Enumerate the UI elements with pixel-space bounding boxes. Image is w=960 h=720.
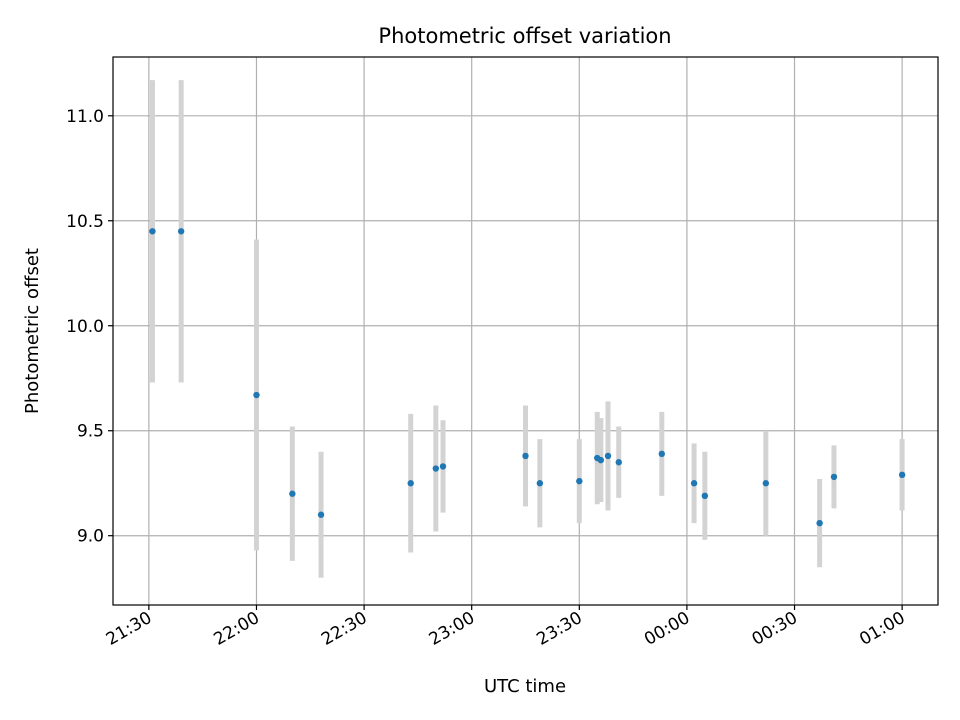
data-point [439,463,447,470]
data-point [762,480,770,487]
data-point [576,477,583,485]
data-point [253,391,260,399]
data-point [701,492,709,500]
y-tick-label: 10.0 [66,317,104,337]
x-axis-label: UTC time [484,676,566,697]
data-points [149,228,906,527]
data-point [536,480,544,487]
data-point [432,465,440,472]
data-point [289,490,296,497]
y-axis-label: Photometric offset [22,248,43,414]
data-point [597,456,605,464]
data-point [690,480,698,487]
y-tick-label: 9.0 [77,527,104,547]
data-point [816,519,823,527]
y-tick-label: 10.5 [66,212,104,232]
data-point [658,450,666,458]
data-point [522,452,529,460]
data-point [898,471,906,479]
data-point [317,511,325,518]
data-point [407,480,414,487]
chart-title: Photometric offset variation [378,24,671,48]
y-tick-label: 11.0 [66,107,104,127]
y-tick-label: 9.5 [77,422,104,442]
data-point [615,459,622,466]
data-point [830,473,838,481]
plot-frame [112,56,939,606]
data-point [177,228,185,235]
data-point [604,452,612,460]
data-point [149,228,156,235]
